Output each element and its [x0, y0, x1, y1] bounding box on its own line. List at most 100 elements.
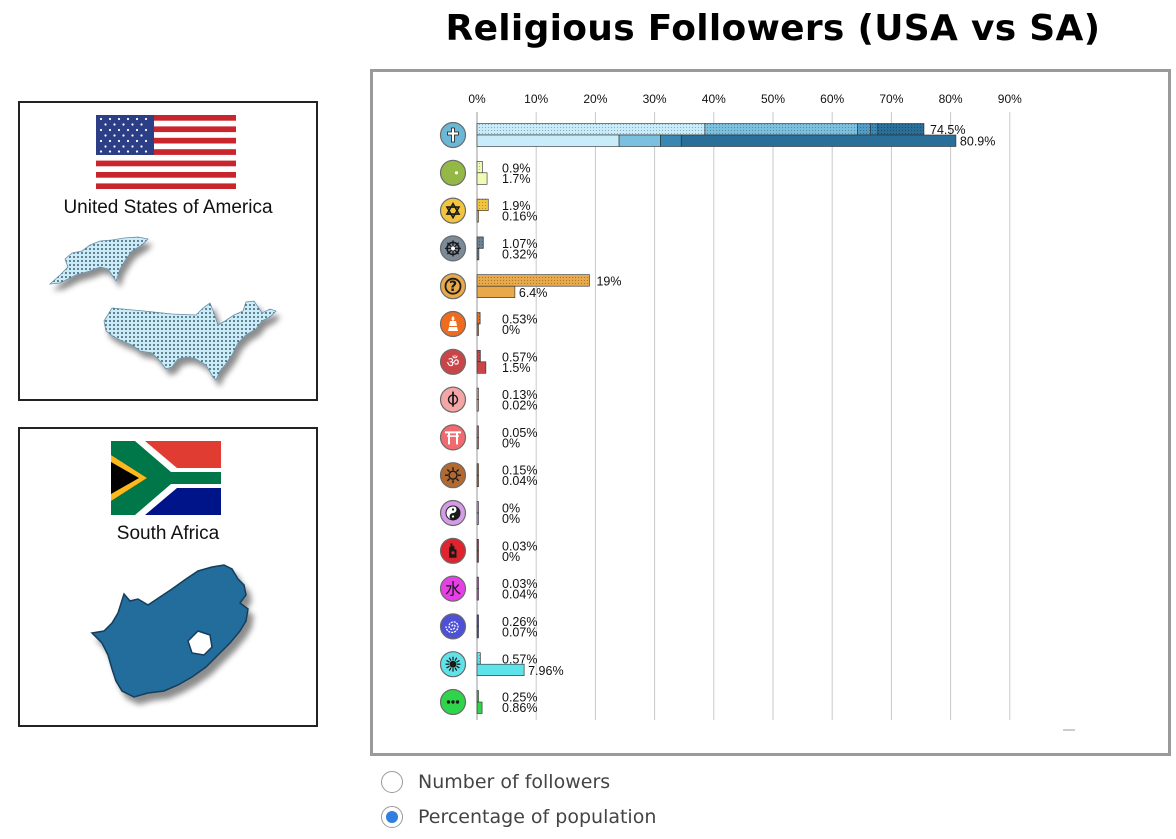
data-label-sa: 0%	[502, 323, 520, 337]
bar-sa-segment	[660, 134, 682, 147]
bar-sa	[476, 399, 479, 412]
star-glyph	[454, 171, 459, 175]
bar-usa-dots	[477, 614, 479, 627]
data-label-usa: 0.57%	[502, 350, 537, 364]
icon-badge	[439, 273, 467, 300]
x-tick-label: 40%	[702, 92, 726, 106]
chart-frame: 0% 10% 20% 30% 40% 50% 60% 70% 80% 90% ? ॐ 水 74.5% 8…	[370, 69, 1171, 756]
bar-sa	[476, 172, 488, 185]
cross-glyph	[447, 127, 459, 143]
sunburst-ray	[456, 659, 460, 663]
bar-usa-dots	[477, 539, 479, 551]
x-tick-label: 0%	[468, 92, 486, 106]
sun-core	[448, 470, 458, 480]
dharma-wheel-icon	[439, 235, 467, 262]
ellipsis-dot	[451, 700, 455, 704]
water-kanji-icon: 水	[439, 575, 467, 602]
bar-sa-segment	[680, 134, 957, 147]
data-label-sa: 80.9%	[960, 135, 995, 149]
data-label-sa: 0.07%	[502, 625, 537, 639]
bar-sa	[476, 437, 479, 450]
question-ring	[444, 277, 462, 295]
icon-badge	[439, 575, 467, 602]
flame-glyph	[451, 316, 455, 321]
bar-sa	[476, 361, 487, 374]
data-label-usa: 0.03%	[502, 577, 537, 591]
ellipsis-dot	[455, 700, 460, 704]
data-label-usa: 74.5%	[930, 123, 965, 137]
ellipsis-icon	[439, 688, 467, 716]
data-label-usa: 0.05%	[502, 426, 537, 440]
x-tick-label: 10%	[524, 92, 548, 106]
jain-hand-icon	[439, 537, 467, 564]
country-card-south-africa: South Africa	[18, 427, 318, 727]
country-name-south-africa: South Africa	[116, 523, 220, 544]
bar-sa	[476, 663, 525, 677]
data-label-usa: 0.13%	[502, 388, 537, 402]
yinyang-dot	[451, 515, 455, 518]
bar-usa-dots	[477, 501, 479, 513]
radio-number-of-followers[interactable]: Number of followers	[381, 768, 610, 796]
data-label-sa: 0.02%	[502, 399, 537, 413]
bar-usa-dots	[704, 123, 858, 135]
bar-usa-dots	[477, 161, 483, 173]
radio-selected-dot	[386, 811, 398, 823]
data-label-sa: 1.7%	[502, 172, 531, 186]
cross-icon	[439, 121, 467, 149]
radio-button-percentage[interactable]	[381, 806, 403, 828]
data-label-sa: 0.86%	[502, 701, 537, 715]
bar-usa-dots	[477, 463, 479, 476]
bar-sa	[476, 512, 479, 525]
data-label-sa: 0.16%	[502, 210, 537, 224]
radio-percentage-of-population[interactable]: Percentage of population	[381, 803, 656, 831]
radio-label-followers: Number of followers	[418, 771, 611, 793]
bar-usa-dots	[477, 388, 479, 400]
om-glyph: ॐ	[447, 355, 460, 371]
data-label-usa: 19%	[596, 275, 621, 289]
hand-wheel	[451, 551, 455, 555]
sunburst-ray	[454, 667, 458, 671]
sunburst-ray	[454, 657, 458, 662]
data-label-sa: 0%	[502, 550, 520, 564]
bar-usa-dots	[870, 123, 878, 135]
bar-usa-dots	[477, 690, 479, 702]
sunburst-ray	[448, 667, 452, 671]
question-mark-icon: ?	[439, 273, 467, 300]
bar-sa	[476, 588, 479, 601]
sunburst-ray	[456, 665, 460, 669]
data-label-usa: 1.9%	[502, 199, 531, 213]
icon-badge	[439, 348, 467, 375]
data-label-sa: 0.04%	[502, 588, 537, 602]
sun-star-icon	[439, 462, 467, 489]
bar-usa-dots	[477, 350, 481, 362]
sun-ray	[446, 478, 450, 482]
bar-sa-segment	[476, 134, 620, 147]
ellipsis-dot	[446, 700, 451, 704]
x-tick-label: 80%	[939, 92, 963, 106]
icon-badge	[439, 613, 467, 640]
bar-usa-dots	[877, 123, 924, 135]
bar-sa	[476, 285, 516, 298]
data-label-sa: 0.04%	[502, 474, 537, 488]
bar-usa-dots	[477, 577, 479, 589]
radio-button-followers[interactable]	[381, 771, 403, 793]
bar-sa	[476, 550, 479, 563]
sun-ray	[446, 469, 450, 473]
bar-sa	[476, 701, 483, 714]
data-label-usa: 0.9%	[502, 161, 531, 175]
bar-usa-dots	[477, 652, 481, 665]
icon-badge	[439, 159, 467, 186]
om-icon: ॐ	[439, 348, 467, 375]
x-tick-label: 20%	[583, 92, 607, 106]
south-africa-flag-icon	[111, 441, 221, 515]
spiral-glyph	[445, 621, 459, 634]
usa-map-icon	[48, 236, 277, 381]
bar-sa-segment	[618, 134, 661, 147]
x-tick-label: 70%	[879, 92, 903, 106]
sunburst-ray	[446, 665, 450, 669]
icon-badge	[439, 424, 467, 451]
data-label-usa: 0%	[502, 502, 520, 516]
bar-sa	[476, 210, 479, 223]
data-label-usa: 0.53%	[502, 313, 537, 327]
usa-flag-icon	[96, 115, 236, 189]
